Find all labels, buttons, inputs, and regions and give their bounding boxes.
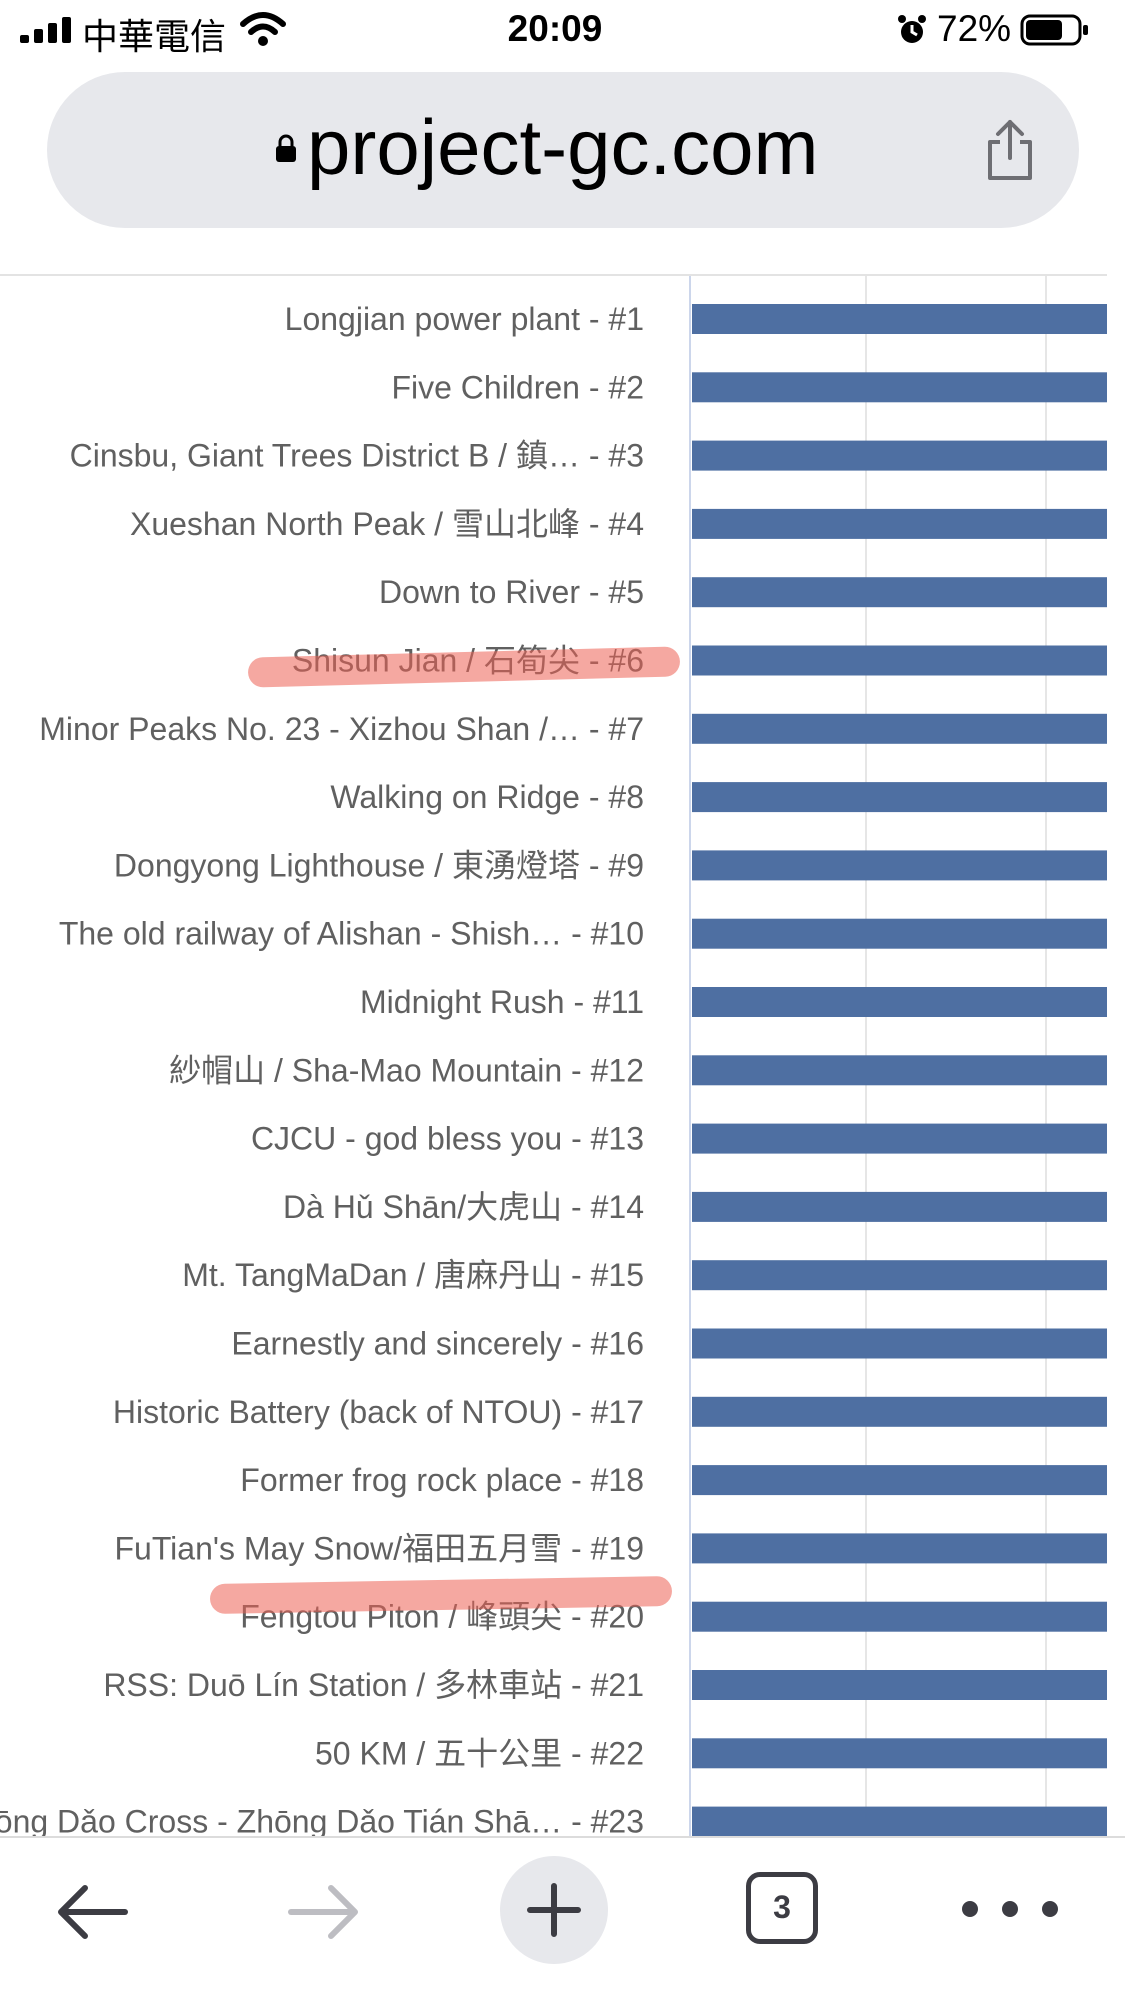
chart-bar[interactable] (692, 645, 1107, 676)
chart-bar[interactable] (692, 1738, 1107, 1769)
category-label: RSS: Duō Lín Station / 多林車站 - #21 (103, 1667, 644, 1703)
category-label: Xueshan North Peak / 雪山北峰 - #4 (130, 506, 644, 542)
tabs-button[interactable]: 3 (746, 1872, 818, 1944)
battery-icon (1020, 14, 1088, 46)
share-icon[interactable] (982, 118, 1038, 182)
lock-icon (276, 134, 296, 162)
chart-bar[interactable] (692, 1123, 1107, 1154)
category-label: Minor Peaks No. 23 - Xizhou Shan /… - #7 (39, 711, 644, 747)
category-label: Zhōng Dǎo Cross - Zhōng Dǎo Tián Shā… - … (0, 1804, 644, 1836)
url-text[interactable]: project-gc.com (307, 103, 819, 191)
chart-bar[interactable] (692, 1328, 1107, 1359)
category-label: Walking on Ridge - #8 (330, 779, 644, 815)
category-label: Cinsbu, Giant Trees District B / 鎮… - #3 (70, 438, 644, 474)
category-label: Down to River - #5 (379, 574, 644, 610)
chart-bar[interactable] (692, 1396, 1107, 1427)
bottom-toolbar: 3 (0, 1836, 1125, 2001)
chart-bar[interactable] (692, 372, 1107, 403)
category-label: 50 KM / 五十公里 - #22 (315, 1735, 644, 1771)
category-label: Mt. TangMaDan / 唐麻丹山 - #15 (182, 1257, 644, 1293)
category-label: FuTian's May Snow/福田五月雪 - #19 (114, 1530, 644, 1566)
category-label: Earnestly and sincerely - #16 (231, 1326, 644, 1362)
address-bar[interactable]: project-gc.com (47, 72, 1079, 228)
chart-bar[interactable] (692, 1260, 1107, 1291)
new-tab-button[interactable] (500, 1856, 608, 1964)
chart-bar[interactable] (692, 1533, 1107, 1564)
category-label: Dà Hǔ Shān/大虎山 - #14 (283, 1189, 644, 1225)
category-label: Longjian power plant - #1 (285, 301, 644, 337)
category-label: Historic Battery (back of NTOU) - #17 (113, 1394, 644, 1430)
chart-bar[interactable] (692, 304, 1107, 334)
wifi-icon (240, 12, 286, 46)
chart-bar[interactable] (692, 918, 1107, 949)
chart-bar[interactable] (692, 713, 1107, 744)
page-divider (0, 274, 1107, 276)
status-bar: 中華電信 20:09 72% (0, 0, 1125, 62)
chart-bar[interactable] (692, 1601, 1107, 1632)
chart-bar[interactable] (692, 1465, 1107, 1496)
alarm-icon (898, 15, 926, 43)
back-arrow-icon[interactable] (55, 1882, 131, 1942)
forward-arrow-icon[interactable] (285, 1882, 361, 1942)
plus-icon (527, 1883, 581, 1937)
chart-bar[interactable] (692, 440, 1107, 471)
category-label: Former frog rock place - #18 (240, 1462, 644, 1498)
chart-bar[interactable] (692, 1670, 1107, 1700)
chart-bar[interactable] (692, 1055, 1107, 1086)
battery-percent: 72% (937, 8, 1012, 49)
category-label: CJCU - god bless you - #13 (251, 1121, 644, 1157)
category-label: Midnight Rush - #11 (360, 984, 644, 1020)
chart-bar[interactable] (692, 987, 1107, 1017)
chart-bar[interactable] (692, 1191, 1107, 1222)
chart-bar[interactable] (692, 508, 1107, 539)
carrier-name: 中華電信 (82, 16, 227, 57)
chart-bar[interactable] (692, 850, 1107, 881)
category-label: 紗帽山 / Sha-Mao Mountain - #12 (169, 1052, 644, 1088)
chart-bar[interactable] (692, 577, 1107, 608)
more-icon[interactable] (955, 1894, 1065, 1924)
tab-count: 3 (773, 1889, 791, 1925)
clock: 20:09 (507, 8, 603, 49)
signal-icon (20, 17, 71, 43)
chart-bar[interactable] (692, 782, 1107, 813)
category-label: Five Children - #2 (391, 369, 644, 405)
category-label: The old railway of Alishan - Shish… - #1… (59, 916, 644, 952)
chart-bar[interactable] (692, 1806, 1107, 1836)
category-label: Dongyong Lighthouse / 東湧燈塔 - #9 (114, 847, 644, 883)
